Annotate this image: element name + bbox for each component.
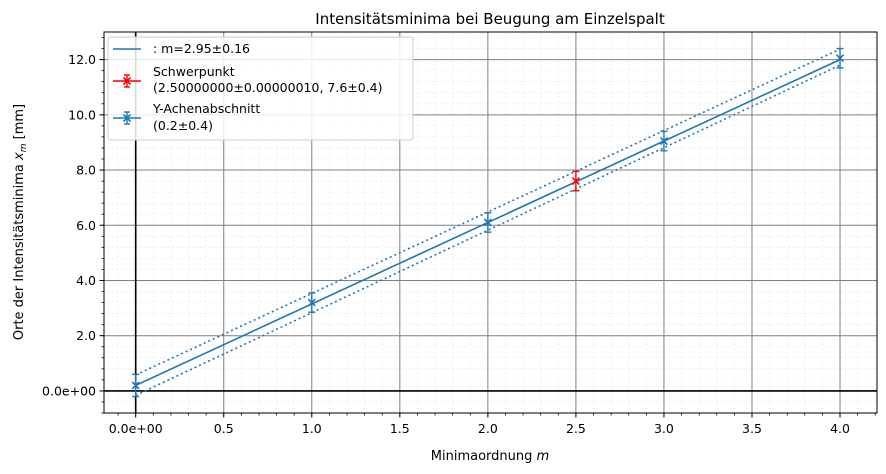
x-tick-label: 2.0 xyxy=(478,421,498,436)
y-tick-label: 10.0 xyxy=(68,107,96,122)
point-marker xyxy=(835,54,845,63)
legend-fit-label: : m=2.95±0.16 xyxy=(153,41,250,56)
x-axis-variable: m xyxy=(537,449,550,464)
legend-entry-fit: : m=2.95±0.16 xyxy=(113,41,250,56)
y-axis-title: Orte der Intensitätsminima xm [mm] xyxy=(12,104,30,340)
x-axis-label: Minimaordnung xyxy=(431,449,533,464)
data-point-y-achenabschnitt xyxy=(307,292,316,313)
y-axis-variable: x xyxy=(12,152,27,161)
y-tick-label: 2.0 xyxy=(76,328,96,343)
legend-schwerpunkt-label: Schwerpunkt xyxy=(153,64,235,79)
y-tick-label: 6.0 xyxy=(76,218,96,233)
data-point-y-achenabschnitt xyxy=(659,130,669,152)
x-tick-label: 3.0 xyxy=(654,421,674,436)
point-marker xyxy=(659,136,669,146)
legend-schwerpunkt-value: (2.50000000±0.00000010, 7.6±0.4) xyxy=(153,80,383,95)
data-points xyxy=(131,47,845,398)
axis-ticks: 0.0e+00 0.5 1.0 1.5 2.0 2.5 3.0 3.5 4.0 0.0e+00 2.… xyxy=(42,37,876,436)
y-tick-label: 12.0 xyxy=(68,52,96,67)
x-tick-label: 3.5 xyxy=(742,421,762,436)
x-tick-label: 1.0 xyxy=(302,421,322,436)
point-marker xyxy=(307,298,316,307)
x-tick-label: 0.5 xyxy=(214,421,234,436)
plot-frame xyxy=(103,31,878,414)
legend-frame xyxy=(107,36,414,141)
y-axis-variable-subscript: m xyxy=(19,143,29,152)
fit-upper-bound-line xyxy=(135,48,841,376)
legend: : m=2.95±0.16 Schwerpunkt (2.50000000±0.… xyxy=(107,36,414,141)
data-point-schwerpunkt xyxy=(571,170,580,192)
legend-y-achenabschnitt-swatch xyxy=(113,111,141,125)
y-tick-label: 8.0 xyxy=(76,163,96,178)
legend-entry-schwerpunkt: Schwerpunkt (2.50000000±0.00000010, 7.6±… xyxy=(113,64,383,95)
x-tick-label: 2.5 xyxy=(566,421,586,436)
y-tick-label: 4.0 xyxy=(76,273,96,288)
x-tick-label: 4.0 xyxy=(830,421,850,436)
point-marker xyxy=(571,177,580,186)
chart-title: Intensitätsminima bei Beugung am Einzels… xyxy=(315,10,665,28)
x-axis-title: Minimaordnung m xyxy=(431,449,549,464)
legend-y-achenabschnitt-label: Y-Achenabschnitt xyxy=(152,101,260,116)
legend-y-achenabschnitt-value: (0.2±0.4) xyxy=(153,118,213,133)
data-point-y-achenabschnitt xyxy=(835,47,845,69)
data-point-y-achenabschnitt xyxy=(131,373,140,398)
point-marker xyxy=(483,218,492,227)
legend-schwerpunkt-swatch xyxy=(113,74,141,88)
y-axis-unit: [mm] xyxy=(12,104,27,139)
y-axis-label: Orte der Intensitätsminima xyxy=(12,164,27,340)
data-point-y-achenabschnitt xyxy=(483,212,492,233)
y-tick-label: 0.0e+00 xyxy=(42,383,96,398)
point-marker xyxy=(131,381,140,390)
x-tick-label: 1.5 xyxy=(390,421,410,436)
x-tick-label: 0.0e+00 xyxy=(109,421,163,436)
legend-entry-y-achenabschnitt: Y-Achenabschnitt (0.2±0.4) xyxy=(113,101,260,133)
